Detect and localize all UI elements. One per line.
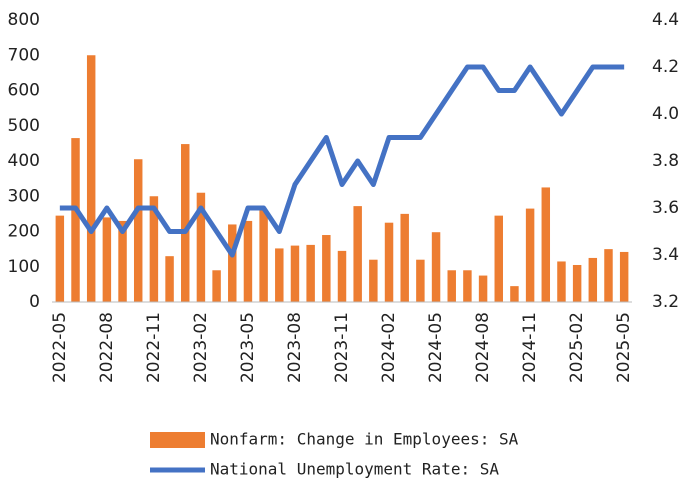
y-tick-label: 800 (8, 10, 40, 30)
x-tick-label: 2025-02 (567, 312, 587, 383)
legend-swatch (150, 432, 205, 448)
y-tick-label: 400 (8, 151, 40, 171)
bar (228, 224, 237, 302)
bar (353, 206, 362, 302)
bar (149, 196, 159, 302)
legend-label: National Unemployment Rate: SA (210, 460, 499, 479)
x-tick-label: 2024-05 (426, 312, 446, 383)
bar (133, 159, 143, 302)
bar (447, 270, 456, 302)
x-tick-label: 2022-08 (97, 312, 117, 383)
x-tick-label: 2023-05 (238, 312, 258, 383)
y2-tick-label: 4.0 (652, 104, 679, 124)
bar (525, 208, 535, 302)
y-tick-label: 300 (8, 186, 40, 206)
bar (243, 220, 253, 302)
bar (71, 138, 80, 302)
x-tick-label: 2023-11 (332, 312, 352, 383)
bar (337, 250, 347, 302)
bar (541, 187, 551, 302)
y-tick-label: 700 (8, 45, 40, 65)
bar (275, 248, 284, 302)
bar (290, 245, 300, 302)
bar (86, 55, 96, 302)
y-tick-label: 100 (8, 257, 40, 277)
x-tick-label: 2025-05 (614, 312, 634, 383)
x-tick-label: 2022-05 (50, 312, 70, 383)
y-tick-label: 200 (8, 222, 40, 242)
bar (510, 286, 519, 302)
x-tick-label: 2022-11 (144, 312, 164, 383)
y2-tick-label: 3.2 (652, 292, 679, 312)
bar (572, 264, 582, 302)
bar (369, 259, 378, 302)
y2-tick-label: 3.8 (652, 151, 679, 171)
legend-label: Nonfarm: Change in Employees: SA (210, 430, 519, 449)
y2-tick-label: 3.4 (652, 245, 679, 265)
y2-tick-label: 4.2 (652, 57, 679, 77)
bar (384, 222, 394, 302)
bar (478, 275, 488, 302)
bar (181, 144, 190, 302)
bar (431, 232, 441, 302)
y-tick-label: 600 (8, 81, 40, 101)
bar (259, 210, 268, 302)
bar (557, 261, 566, 302)
bar (102, 217, 112, 302)
x-tick-label: 2024-08 (473, 312, 493, 383)
bar (588, 257, 598, 302)
x-tick-label: 2023-08 (285, 312, 305, 383)
x-tick-label: 2024-02 (379, 312, 399, 383)
bar (196, 192, 206, 302)
bar (619, 251, 629, 302)
y2-tick-label: 3.6 (652, 198, 679, 218)
bar (118, 220, 127, 302)
bar (463, 270, 472, 302)
bar (165, 256, 174, 302)
bar (306, 244, 315, 302)
y-tick-label: 0 (29, 292, 40, 312)
bar (55, 215, 65, 302)
bar (604, 249, 613, 302)
bar (494, 215, 503, 302)
y2-tick-label: 4.4 (652, 10, 679, 30)
line (59, 64, 625, 258)
bar (416, 259, 425, 302)
x-tick-label: 2024-11 (520, 312, 540, 383)
bar (212, 270, 221, 302)
bar (322, 235, 331, 302)
y-tick-label: 500 (8, 116, 40, 136)
x-tick-label: 2023-02 (191, 312, 211, 383)
bar (400, 213, 409, 302)
